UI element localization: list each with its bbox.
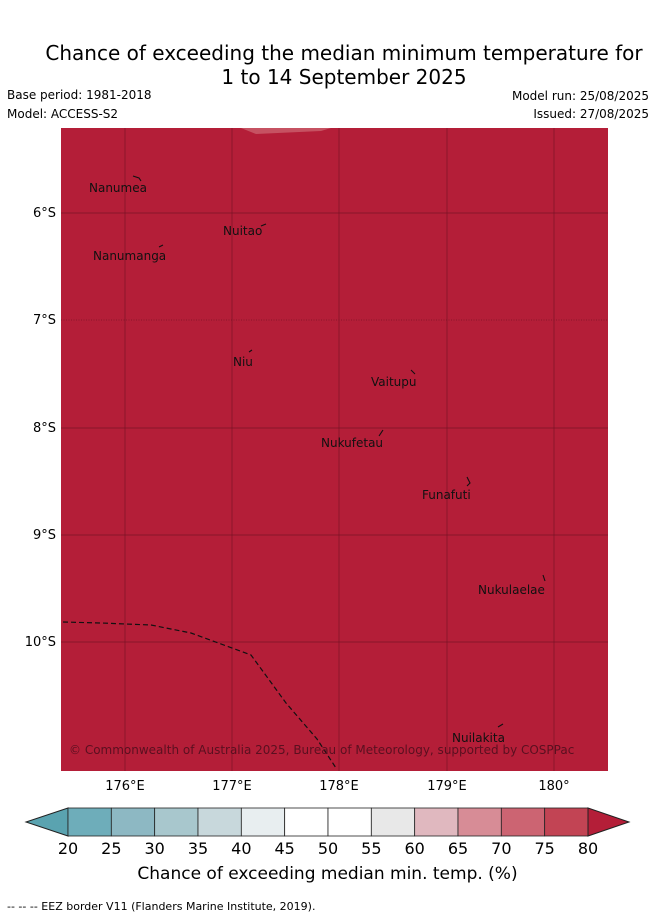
eez-border-line: [62, 621, 337, 769]
colorbar-extend-high: [587, 807, 631, 837]
lon-label-180: 180°: [538, 779, 570, 794]
issued-date: Issued: 27/08/2025: [533, 107, 649, 121]
lon-label-178e: 178°E: [319, 779, 359, 794]
place-label-niu: Niu: [233, 355, 253, 369]
eez-footnote: -- -- -- EEZ border V11 (Flanders Marine…: [7, 900, 316, 913]
colorbar: [24, 807, 631, 837]
colorbar-tick-label: 55: [361, 839, 382, 858]
colorbar-tick-label: 70: [491, 839, 512, 858]
colorbar-tick-label: 40: [231, 839, 252, 858]
colorbar-segment: [327, 807, 372, 837]
colorbar-tick-label: 75: [534, 839, 555, 858]
base-period: Base period: 1981-2018: [7, 88, 152, 102]
colorbar-segment: [370, 807, 416, 837]
colorbar-segment: [414, 807, 459, 837]
colorbar-tick-label: 30: [144, 839, 165, 858]
model-run: Model run: 25/08/2025: [511, 89, 649, 103]
colorbar-segment: [67, 807, 112, 837]
place-label-nukufetau: Nukufetau: [321, 436, 384, 450]
colorbar-tick-label: 60: [404, 839, 425, 858]
colorbar-segment: [500, 807, 546, 837]
copyright-notice: © Commonwealth of Australia 2025, Bureau…: [69, 743, 575, 757]
colorbar-label: Chance of exceeding median min. temp. (%…: [137, 864, 518, 884]
colorbar-tick-label: 65: [447, 839, 469, 858]
map-area: Nanumea Nuitao Nanumanga Niu Vaitupu Nuk…: [61, 128, 608, 771]
title-line-1: Chance of exceeding the median minimum t…: [45, 41, 643, 65]
colorbar-segment: [110, 807, 156, 837]
colorbar-segment: [240, 807, 286, 837]
place-label-nanumanga: Nanumanga: [93, 249, 167, 263]
colorbar-segment: [284, 807, 329, 837]
map-title: Chance of exceeding the median minimum t…: [0, 41, 655, 89]
title-line-2: 1 to 14 September 2025: [221, 65, 467, 89]
colorbar-extend-low: [24, 807, 69, 837]
colorbar-tick-label: 80: [577, 839, 599, 858]
lat-label-6s: 6°S: [32, 206, 56, 221]
place-label-funafuti: Funafuti: [422, 488, 471, 502]
lighter-shade-area: [241, 128, 331, 134]
colorbar-tick-label: 45: [274, 839, 295, 858]
colorbar-segment: [544, 807, 589, 837]
island-outlines: [132, 175, 546, 728]
place-label-nukulaelae: Nukulaelae: [478, 583, 545, 597]
colorbar-segment: [197, 807, 242, 837]
colorbar-tick-label: 50: [317, 839, 339, 858]
lat-label-10s: 10°S: [24, 635, 56, 650]
place-label-vaitupu: Vaitupu: [371, 375, 417, 389]
lat-label-9s: 9°S: [32, 528, 56, 543]
model-name: Model: ACCESS-S2: [7, 107, 119, 121]
colorbar-segment: [457, 807, 502, 837]
lat-label-7s: 7°S: [32, 313, 56, 328]
colorbar-tick-label: 25: [101, 839, 122, 858]
colorbar-segment: [154, 807, 199, 837]
graticule: [61, 128, 608, 771]
map-graphics: [61, 128, 608, 771]
lon-label-176e: 176°E: [105, 779, 145, 794]
lat-label-8s: 8°S: [32, 421, 56, 436]
lon-label-177e: 177°E: [212, 779, 252, 794]
lon-label-179e: 179°E: [427, 779, 467, 794]
place-label-nuilakita: Nuilakita: [452, 731, 505, 745]
place-label-nuitao: Nuitao: [223, 224, 263, 238]
colorbar-tick-label: 20: [57, 839, 79, 858]
place-label-nanumea: Nanumea: [89, 181, 147, 195]
colorbar-tick-label: 35: [187, 839, 209, 858]
